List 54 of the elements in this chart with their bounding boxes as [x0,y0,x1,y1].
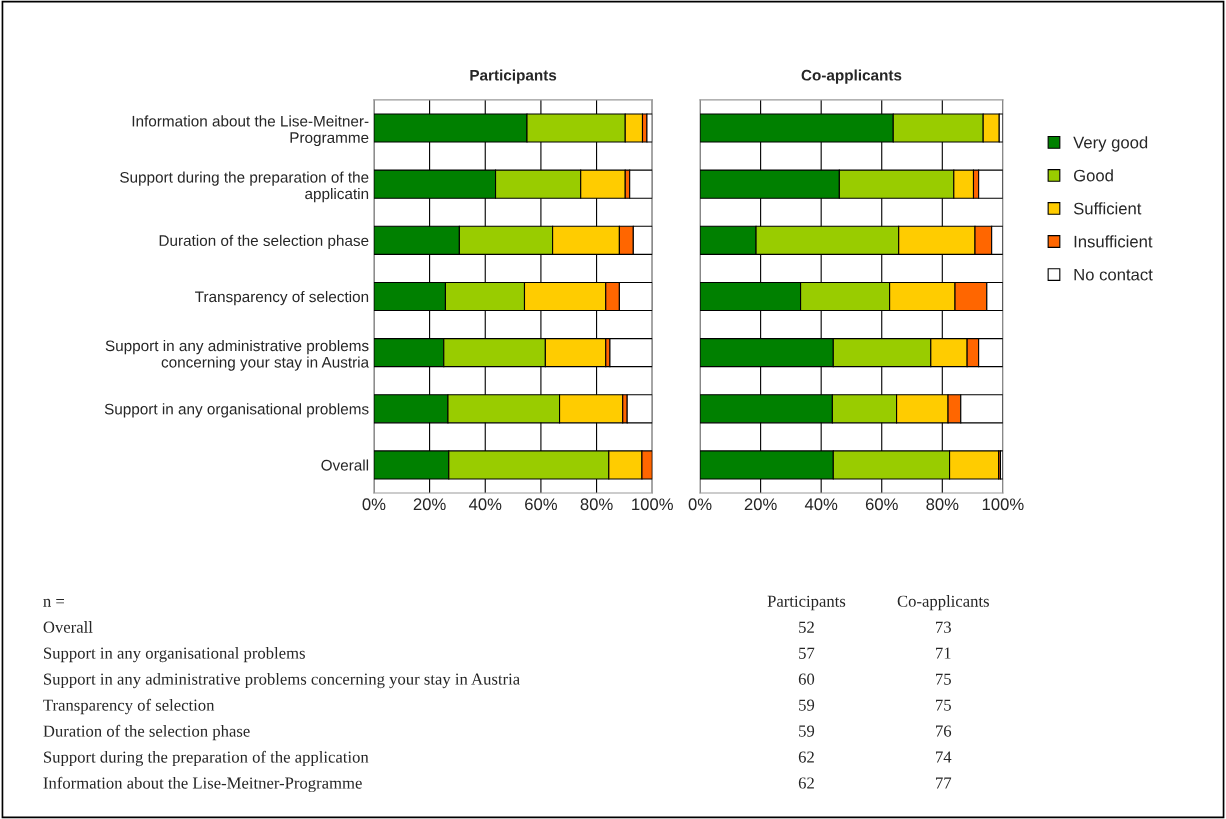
category-label: Information about the Lise-Meitner-Programme [43,776,362,793]
category-label: Support in any administrative problems concerning your stay in Austria [44,672,520,689]
x-tick-label: 100% [982,498,1024,511]
data-label: 75 [936,699,951,711]
chart-title: Participants [470,69,557,84]
data-label: 76 [936,725,952,737]
legend-label: Good [1073,169,1113,182]
legend-label: Sufficient [1073,202,1142,215]
category-label: Support in any organisational problems [44,647,305,663]
legend-label: Insufficient [1074,235,1153,248]
x-tick-label: 20% [744,498,777,511]
x-tick-label: 80% [926,498,959,511]
x-tick-label: 80% [580,498,613,511]
category-label: Overall [43,621,93,633]
text: n = [43,598,64,607]
category-label: Duration of the selection phase [43,724,250,741]
data-label: 59 [799,699,815,711]
data-label: 59 [799,725,815,737]
data-label: 62 [798,777,814,789]
x-tick-label: 0% [688,498,712,511]
chart-title: Co-applicants [801,69,902,84]
y-tick-label: Support during the preparation of the applicatin [120,171,369,203]
bar [626,394,653,424]
data-label: 52 [799,621,814,633]
y-tick-label: Transparency of selection [195,290,369,306]
bar [646,113,653,143]
data-label: 62 [798,751,814,763]
bar [629,169,653,199]
data-label: 74 [936,751,952,763]
data-label: 71 [936,647,951,659]
y-tick-label: Support in any administrative problems concerning your stay in Austria [105,339,370,371]
data-label: 60 [798,673,815,685]
y-tick-label: Overall [321,459,369,471]
bar [609,338,653,368]
x-tick-label: 20% [413,498,446,511]
data-label: 77 [936,777,952,789]
text: Participants [767,595,846,611]
text: Co-applicants [897,595,989,611]
y-tick-label: Information about the Lise-Meitner- Programme [132,115,369,147]
data-label: 73 [936,621,951,633]
category-label: Transparency of selection [43,698,215,715]
x-tick-label: 100% [632,498,673,511]
data-label: 75 [936,673,951,685]
data-label: 57 [799,647,815,659]
x-tick-label: 60% [865,498,898,511]
y-tick-label: Duration of the selection phase [159,234,369,250]
x-tick-label: 60% [525,498,557,511]
x-tick-label: 40% [804,498,838,511]
legend-label: Very good [1073,136,1148,152]
legend-label: No contact [1074,268,1153,281]
y-tick-label: Support in any organisational problems [104,403,369,418]
x-tick-label: 40% [468,498,502,511]
x-tick-label: 0% [362,498,386,511]
category-label: Support during the preparation of the application [44,750,369,767]
